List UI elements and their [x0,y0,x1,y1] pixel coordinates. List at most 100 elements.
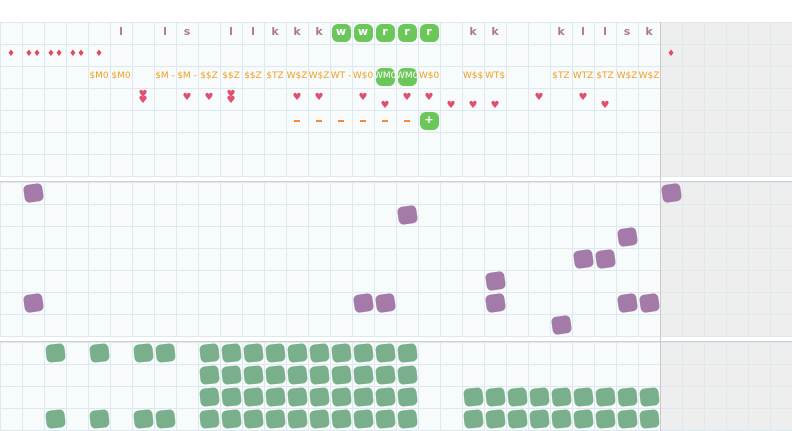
tag-mark: WM0 [374,71,396,81]
grid-column-line [440,182,441,336]
purple-blob [484,292,507,314]
grid-column-line [550,22,551,176]
green-badge [398,68,417,86]
grid-column-line [0,342,1,431]
green-blob [353,387,374,407]
letter-mark: s [183,25,191,38]
grid-column-line [154,22,155,176]
green-blob [463,409,484,429]
dash-mark [382,120,388,122]
dash-mark [404,120,410,122]
grid-column-line [0,182,1,336]
tag-mark: W$Z [286,71,308,81]
grid-column-line [704,342,705,431]
green-blob [265,387,286,407]
green-blob [639,409,660,429]
green-blob [573,409,594,429]
grid-column-line [484,22,485,176]
grid-column-line [440,342,441,431]
heart-icon: ♥ [226,89,236,100]
grid-column-line [220,342,221,431]
green-badge [376,24,395,42]
purple-blob [638,292,661,314]
grid-column-line [572,342,573,431]
green-blob [463,387,484,407]
dash-mark [294,120,300,122]
green-blob [639,387,660,407]
grid-column-line [132,182,133,336]
heart-icon: ♥ [138,89,148,100]
green-badge [354,24,373,42]
grid-column-line [594,22,595,176]
heart-icon: ♥ [380,100,390,111]
green-blob [243,343,264,363]
grid-column-line [308,182,309,336]
grid-column-line [374,342,375,431]
green-blob [243,387,264,407]
green-blob [309,365,330,385]
grid-column-line [770,182,771,336]
dash-mark [360,120,366,122]
green-blob [617,409,638,429]
grid-column-line [594,182,595,336]
heart-icon: ♥ [534,92,544,103]
grid-column-line [396,342,397,431]
tag-mark: W$0 [352,71,374,81]
purple-blob [660,182,683,204]
grid-column-line [88,22,89,176]
grid-column-line [352,182,353,336]
grid-column-line [770,342,771,431]
green-blob [287,365,308,385]
letter-mark: r [382,25,388,38]
heart-icon: ♥ [226,95,236,106]
letter-mark: l [251,25,255,38]
dash-mark [338,120,344,122]
green-blob [45,343,66,363]
green-blob [199,365,220,385]
green-blob [375,409,396,429]
heart-icon: ♥ [446,100,456,111]
grid-column-line [396,182,397,336]
grid-column-line [418,342,419,431]
grid-column-line [198,182,199,336]
green-blob [243,365,264,385]
green-blob [309,387,330,407]
tag-mark: WT$ [484,71,506,81]
grid-column-line [220,22,221,176]
grid-column-line [308,342,309,431]
tag-mark: $$Z [200,71,218,81]
grid-column-line [506,182,507,336]
grid-column-line [528,182,529,336]
green-blob [529,387,550,407]
green-blob [89,343,110,363]
green-blob [133,343,154,363]
grid-column-line [242,182,243,336]
green-blob [155,343,176,363]
green-blob [375,365,396,385]
purple-blob [484,270,507,292]
grid-column-line [0,22,1,176]
grid-column-line [704,182,705,336]
green-blob [529,409,550,429]
grid-column-line [462,182,463,336]
green-blob [287,343,308,363]
grid-column-line [770,22,771,176]
grid-column-line [638,22,639,176]
green-blob [265,343,286,363]
green-blob [507,387,528,407]
green-blob [265,409,286,429]
grid-row-line [0,336,792,337]
purple-blob [572,248,595,270]
grid-column-line [572,22,573,176]
purple-blob [22,292,45,314]
header-background [0,0,792,22]
purple-blob [616,226,639,248]
grid-column-line [330,182,331,336]
green-blob [221,343,242,363]
grid-column-line [440,22,441,176]
heart-icon: ♥ [402,92,412,103]
green-blob [617,387,638,407]
green-blob [155,409,176,429]
grid-column-line [572,182,573,336]
